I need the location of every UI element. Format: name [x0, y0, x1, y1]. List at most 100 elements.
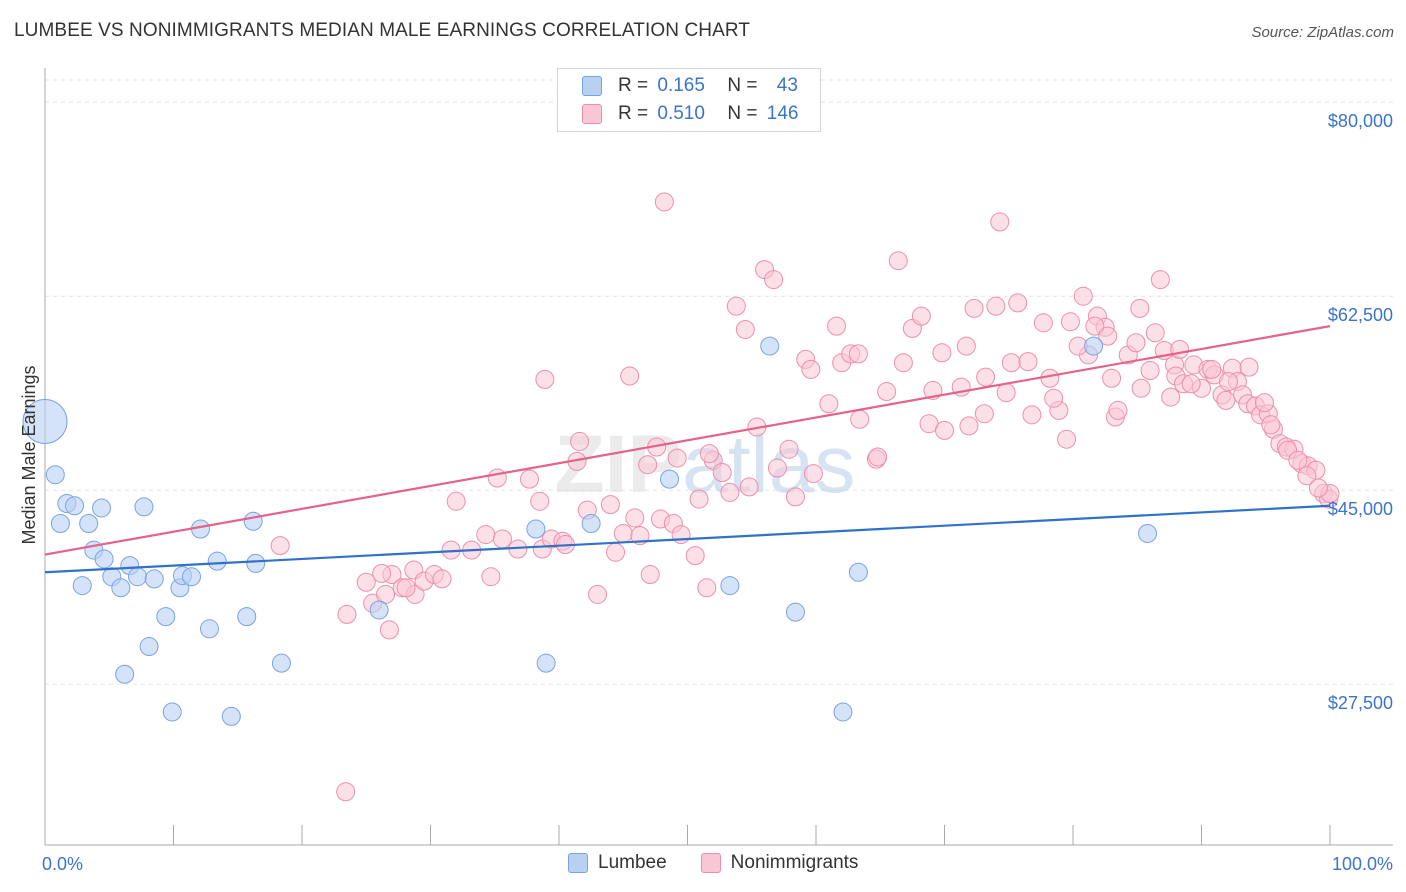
nonimmigrants-point — [893, 353, 913, 373]
nonimmigrants-swatch — [582, 104, 602, 124]
nonimmigrants-point — [1297, 466, 1317, 486]
source-credit: Source: ZipAtlas.com — [1251, 24, 1394, 41]
lumbee-point — [785, 602, 805, 622]
x-tick-label: 0.0% — [42, 854, 83, 874]
nonimmigrants-point — [996, 383, 1016, 403]
nonimmigrants-point — [803, 464, 823, 484]
lumbee-point — [181, 567, 201, 587]
nonimmigrants-point — [1001, 353, 1021, 373]
nonimmigrants-point — [739, 477, 759, 497]
nonimmigrants-point — [726, 296, 746, 316]
nonimmigrants-point — [986, 296, 1006, 316]
lumbee-point — [156, 607, 176, 627]
n-value: 146 — [766, 103, 799, 124]
lumbee-point — [128, 567, 148, 587]
r-value: 0.165 — [657, 75, 705, 96]
lumbee-point — [536, 653, 556, 673]
nonimmigrants-point — [1202, 359, 1222, 379]
lumbee-swatch — [582, 76, 602, 96]
nonimmigrants-point — [1008, 293, 1028, 313]
lumbee-swatch — [568, 853, 588, 873]
lumbee-point — [22, 398, 68, 444]
trend-lines — [44, 325, 1331, 574]
lumbee-point — [246, 553, 266, 573]
lumbee-point — [45, 465, 65, 485]
nonimmigrants-point — [270, 536, 290, 556]
nonimmigrants-point — [685, 546, 705, 566]
nonimmigrants-point — [1060, 312, 1080, 332]
nonimmigrants-point — [1216, 390, 1236, 410]
nonimmigrants-point — [1126, 333, 1146, 353]
nonimmigrants-point — [654, 192, 674, 212]
nonimmigrants-point — [819, 394, 839, 414]
legend-label: Nonimmigrants — [730, 852, 859, 873]
lumbee-point — [1138, 523, 1158, 543]
nonimmigrants-point — [446, 491, 466, 511]
nonimmigrants-point — [1131, 378, 1151, 398]
lumbee-point — [65, 496, 85, 516]
nonimmigrants-point — [1130, 298, 1150, 318]
lumbee-point — [79, 513, 99, 533]
lumbee-point — [92, 498, 112, 518]
series-legend: Lumbee Nonimmigrants — [568, 852, 892, 874]
lumbee-point — [833, 702, 853, 722]
legend-item-nonimmigrants[interactable]: Nonimmigrants — [700, 852, 859, 874]
nonimmigrants-point — [671, 525, 691, 545]
nonimmigrants-trend-line — [44, 325, 1331, 556]
nonimmigrants-point — [1044, 388, 1064, 408]
nonimmigrants-point — [1057, 429, 1077, 449]
lumbee-point — [162, 702, 182, 722]
nonimmigrants-point — [1085, 316, 1105, 336]
lumbee-trend-line — [44, 504, 1331, 574]
nonimmigrants-point — [1098, 326, 1118, 346]
lumbee-point — [660, 469, 680, 489]
nonimmigrants-point — [956, 336, 976, 356]
nonimmigrants-point — [1161, 387, 1181, 407]
nonimmigrants-point — [625, 508, 645, 528]
nonimmigrants-point — [492, 529, 512, 549]
nonimmigrants-point — [1308, 478, 1328, 498]
nonimmigrants-point — [1018, 352, 1038, 372]
nonimmigrants-point — [827, 316, 847, 336]
nonimmigrants-point — [588, 584, 608, 604]
lumbee-point — [207, 551, 227, 571]
nonimmigrants-point — [638, 455, 658, 475]
nonimmigrants-point — [1261, 415, 1281, 435]
nonimmigrants-point — [848, 344, 868, 364]
nonimmigrants-point — [1145, 323, 1165, 343]
nonimmigrants-point — [964, 298, 984, 318]
nonimmigrants-point — [785, 487, 805, 507]
nonimmigrants-point — [1033, 313, 1053, 333]
nonimmigrants-point — [432, 569, 452, 589]
lumbee-point — [111, 578, 131, 598]
nonimmigrants-point — [600, 495, 620, 515]
nonimmigrants-point — [1181, 374, 1201, 394]
nonimmigrants-point — [535, 369, 555, 389]
lumbee-point — [94, 549, 114, 569]
nonimmigrants-point — [1254, 393, 1274, 413]
nonimmigrants-point — [396, 578, 416, 598]
lumbee-point — [221, 706, 241, 726]
axes — [44, 68, 1393, 846]
lumbee-point — [50, 513, 70, 533]
lumbee-point — [369, 600, 389, 620]
nonimmigrants-point — [959, 416, 979, 436]
legend-label: Lumbee — [598, 852, 667, 873]
nonimmigrants-point — [976, 367, 996, 387]
legend-item-lumbee[interactable]: Lumbee — [568, 852, 667, 874]
nonimmigrants-point — [476, 525, 496, 545]
lumbee-point — [199, 619, 219, 639]
nonimmigrants-point — [570, 431, 590, 451]
nonimmigrants-point — [640, 564, 660, 584]
nonimmigrants-point — [519, 469, 539, 489]
nonimmigrants-point — [689, 489, 709, 509]
lumbee-point — [139, 637, 159, 657]
nonimmigrants-point — [1040, 368, 1060, 388]
nonimmigrants-point — [801, 359, 821, 379]
nonimmigrants-point — [974, 404, 994, 424]
nonimmigrants-point — [911, 306, 931, 326]
nonimmigrants-point — [336, 782, 356, 802]
nonimmigrants-point — [1022, 405, 1042, 425]
lumbee-point — [720, 576, 740, 596]
